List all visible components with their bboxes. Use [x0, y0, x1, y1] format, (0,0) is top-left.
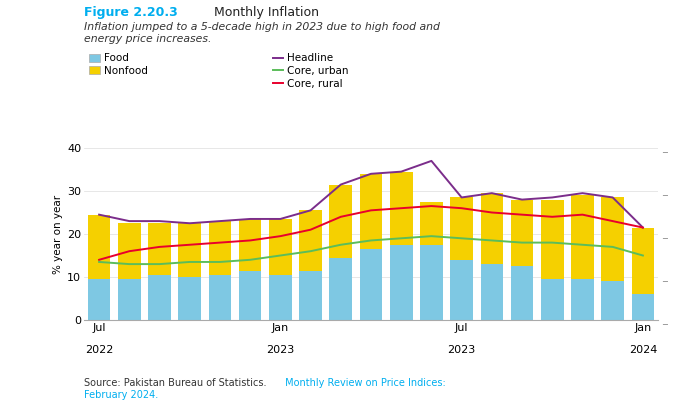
Bar [390, 172, 412, 245]
Bar [209, 275, 231, 320]
Text: 2024: 2024 [629, 345, 657, 355]
Text: Monthly Inflation: Monthly Inflation [214, 6, 318, 19]
Bar [601, 198, 624, 281]
Bar [390, 245, 412, 320]
Bar [601, 281, 624, 320]
Bar [330, 184, 352, 258]
Bar [88, 215, 111, 279]
Text: energy price increases.: energy price increases. [84, 34, 211, 44]
Bar [420, 202, 442, 245]
Bar [541, 279, 564, 320]
Bar [571, 195, 594, 279]
Bar [450, 260, 473, 320]
Bar [631, 228, 654, 294]
Bar [88, 279, 111, 320]
Bar [178, 223, 201, 277]
Text: 2023: 2023 [266, 345, 295, 355]
Bar [209, 221, 231, 275]
Legend: Headline, Core, urban, Core, rural: Headline, Core, urban, Core, rural [273, 54, 349, 89]
Bar [300, 210, 322, 270]
Bar [330, 258, 352, 320]
Bar [269, 275, 292, 320]
Bar [541, 200, 564, 279]
Text: _: _ [662, 186, 667, 196]
Text: Inflation jumped to a 5-decade high in 2023 due to high food and: Inflation jumped to a 5-decade high in 2… [84, 22, 440, 32]
Bar [450, 198, 473, 260]
Text: 2023: 2023 [447, 345, 476, 355]
Text: February 2024.: February 2024. [84, 390, 158, 400]
Bar [571, 279, 594, 320]
Bar [480, 264, 503, 320]
Bar [360, 249, 382, 320]
Text: Source: Pakistan Bureau of Statistics.: Source: Pakistan Bureau of Statistics. [84, 378, 267, 388]
Bar [148, 223, 171, 275]
Text: 2022: 2022 [85, 345, 113, 355]
Text: _: _ [662, 272, 667, 282]
Bar [148, 275, 171, 320]
Bar [239, 270, 262, 320]
Bar [360, 174, 382, 249]
Bar [269, 219, 292, 275]
Bar [118, 223, 141, 279]
Bar [300, 270, 322, 320]
Text: _: _ [662, 229, 667, 239]
Bar [480, 193, 503, 264]
Bar [178, 277, 201, 320]
Text: _: _ [662, 315, 667, 325]
Text: Figure 2.20.3: Figure 2.20.3 [84, 6, 178, 19]
Bar [118, 279, 141, 320]
Bar [420, 245, 442, 320]
Bar [631, 294, 654, 320]
Text: Monthly Review on Price Indices:: Monthly Review on Price Indices: [282, 378, 446, 388]
Bar [511, 266, 533, 320]
Text: _: _ [662, 143, 667, 153]
Bar [239, 219, 262, 270]
Bar [511, 200, 533, 266]
Y-axis label: % year on year: % year on year [53, 194, 63, 274]
